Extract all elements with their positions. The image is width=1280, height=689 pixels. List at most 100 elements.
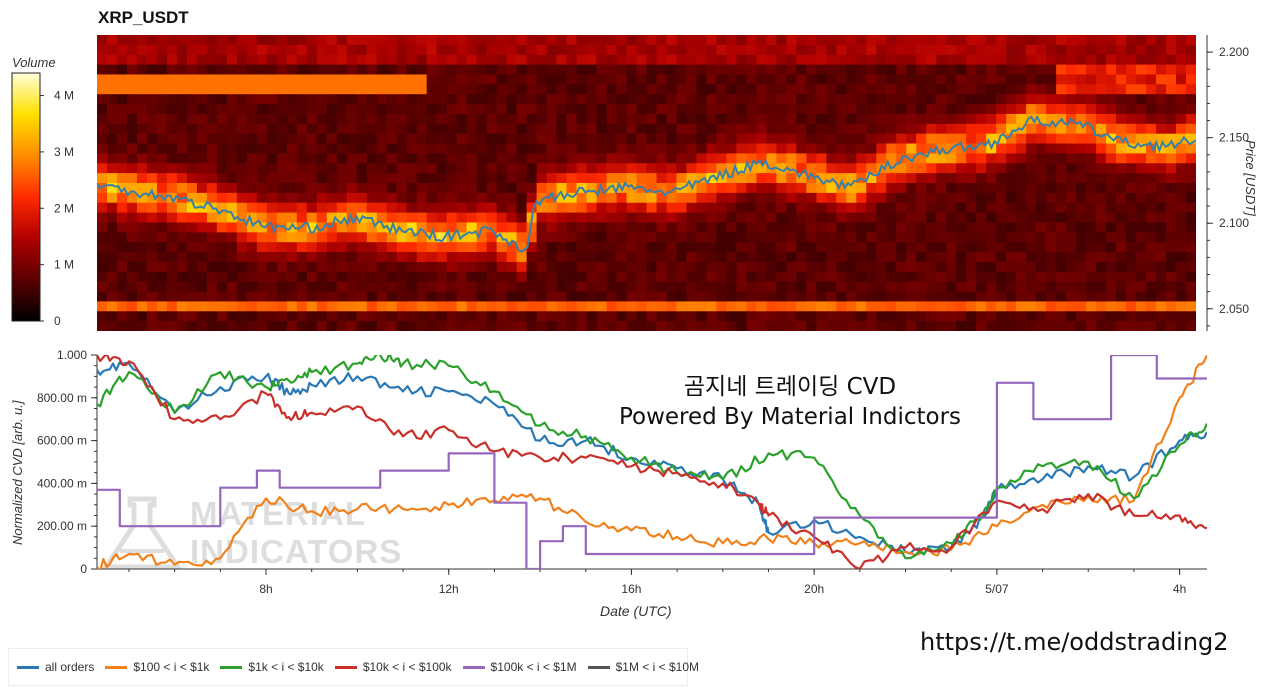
heatmap-cell xyxy=(586,113,598,125)
heatmap-cell xyxy=(206,143,218,154)
heatmap-cell xyxy=(316,54,328,66)
heatmap-cell xyxy=(156,163,168,174)
heatmap-cell xyxy=(956,222,967,233)
heatmap-cell xyxy=(876,252,887,263)
heatmap-cell xyxy=(136,35,148,46)
heatmap-cell xyxy=(1096,74,1107,85)
heatmap-cell xyxy=(716,183,728,194)
heatmap-cell xyxy=(246,212,258,224)
heatmap-cell xyxy=(486,321,498,331)
heatmap-cell xyxy=(1156,271,1167,283)
heatmap-cell xyxy=(426,183,438,194)
heatmap-cell xyxy=(586,202,598,214)
heatmap-cell xyxy=(466,44,478,56)
heatmap-cell xyxy=(676,123,688,135)
legend-item[interactable]: $100k < i < $1M xyxy=(462,660,577,674)
heatmap-cell xyxy=(536,35,548,46)
heatmap-cell xyxy=(526,35,538,46)
heatmap-cell xyxy=(896,212,907,224)
heatmap-cell xyxy=(716,202,728,214)
heatmap-cell xyxy=(616,113,628,125)
heatmap-cell xyxy=(746,242,757,253)
heatmap-cell xyxy=(986,242,997,253)
heatmap-cell xyxy=(1026,54,1037,66)
heatmap-cell xyxy=(1016,143,1027,154)
heatmap-cell xyxy=(236,242,248,253)
heatmap-cell xyxy=(866,183,877,194)
legend-item[interactable]: $1k < i < $10k xyxy=(220,660,324,674)
heatmap-cell xyxy=(1096,54,1107,66)
heatmap-cell xyxy=(176,163,188,174)
heatmap-cell xyxy=(266,54,278,66)
telegram-link[interactable]: https://t.me/oddstrading2 xyxy=(920,628,1229,656)
heatmap-cell xyxy=(416,252,428,263)
heatmap-cell xyxy=(1186,183,1196,194)
heatmap-cell xyxy=(886,252,897,263)
heatmap-cell xyxy=(466,311,478,322)
heatmap-cell xyxy=(736,183,748,194)
legend-item[interactable]: $100 < i < $1k xyxy=(105,660,209,674)
heatmap-cell xyxy=(276,252,288,263)
heatmap-cell xyxy=(386,64,398,76)
heatmap-cell xyxy=(1086,123,1097,135)
heatmap-cell xyxy=(776,281,787,293)
heatmap-cell xyxy=(606,202,618,214)
heatmap-cell xyxy=(586,104,598,115)
heatmap-cell xyxy=(156,311,168,322)
heatmap-cell xyxy=(926,291,937,302)
heatmap-cell xyxy=(156,202,168,214)
heatmap-cell xyxy=(236,94,248,105)
heatmap-cell xyxy=(97,242,108,253)
colorbar-tick-label: 1 M xyxy=(54,258,74,272)
heatmap-cell xyxy=(326,281,338,293)
heatmap-cell xyxy=(356,261,368,273)
heatmap-cell xyxy=(286,94,298,105)
heatmap-cell xyxy=(176,123,188,135)
heatmap-cell xyxy=(576,311,588,322)
heatmap-cell xyxy=(1136,192,1147,204)
heatmap-cell xyxy=(466,163,478,174)
heatmap-cell xyxy=(286,133,298,145)
heatmap-cell xyxy=(196,252,208,263)
legend-item[interactable]: $1M < i < $10M xyxy=(587,660,699,674)
heatmap-cell xyxy=(906,143,917,154)
heatmap-cell xyxy=(796,44,807,56)
heatmap-cell xyxy=(346,291,358,302)
heatmap-cell xyxy=(186,271,198,283)
cvd-series-line xyxy=(97,355,1207,569)
heatmap-cell xyxy=(666,222,678,233)
heatmap-cell xyxy=(1036,202,1047,214)
heatmap-cell xyxy=(1016,74,1027,85)
heatmap-cell xyxy=(236,133,248,145)
heatmap-cell xyxy=(366,153,378,164)
heatmap-cell xyxy=(1006,242,1017,253)
heatmap-cell xyxy=(326,192,338,204)
heatmap-cell xyxy=(676,44,688,56)
heatmap-cell xyxy=(556,301,568,312)
heatmap-cell xyxy=(706,133,718,145)
heatmap-cell xyxy=(906,163,917,174)
heatmap-cell xyxy=(576,242,588,253)
heatmap-cell xyxy=(246,311,258,322)
heatmap-cell xyxy=(1006,74,1017,85)
heatmap-cell xyxy=(146,183,158,194)
heatmap-cell xyxy=(1096,153,1107,164)
heatmap-cell xyxy=(1086,104,1097,115)
heatmap-cell xyxy=(736,123,748,135)
heatmap-cell xyxy=(186,192,198,204)
heatmap-cell xyxy=(886,173,897,184)
heatmap-cell xyxy=(876,222,887,233)
heatmap-cell xyxy=(916,54,927,66)
legend-item[interactable]: $10k < i < $100k xyxy=(334,660,452,674)
heatmap-cell xyxy=(686,242,698,253)
heatmap-cell xyxy=(536,261,548,273)
heatmap-cell xyxy=(226,173,238,184)
heatmap-cell xyxy=(356,192,368,204)
legend-item[interactable]: all orders xyxy=(17,660,94,674)
heatmap-cell xyxy=(596,222,608,233)
heatmap-cell xyxy=(746,74,757,85)
heatmap-cell xyxy=(976,35,987,46)
heatmap-cell xyxy=(356,35,368,46)
heatmap-cell xyxy=(826,123,837,135)
heatmap-cell xyxy=(826,64,837,76)
